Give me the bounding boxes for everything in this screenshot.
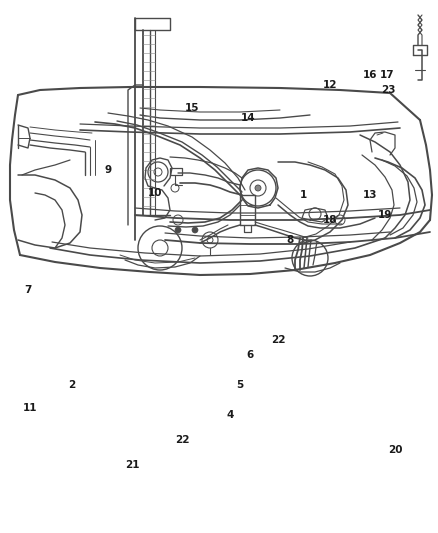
Text: 22: 22	[175, 435, 189, 445]
Text: 4: 4	[226, 410, 234, 420]
Text: 19: 19	[378, 210, 392, 220]
Text: 20: 20	[388, 445, 402, 455]
Text: 10: 10	[148, 188, 162, 198]
Text: 7: 7	[25, 285, 32, 295]
Text: 8: 8	[286, 235, 293, 245]
Circle shape	[255, 185, 261, 191]
Text: 22: 22	[271, 335, 285, 345]
Circle shape	[192, 227, 198, 233]
Text: 6: 6	[246, 350, 254, 360]
Text: 18: 18	[323, 215, 337, 225]
Text: 14: 14	[241, 113, 255, 123]
Text: 9: 9	[104, 165, 112, 175]
Text: 15: 15	[185, 103, 199, 113]
Text: 16: 16	[363, 70, 377, 80]
Text: 11: 11	[23, 403, 37, 413]
Text: 13: 13	[363, 190, 377, 200]
Text: 5: 5	[237, 380, 244, 390]
Text: 1: 1	[300, 190, 307, 200]
Circle shape	[175, 227, 181, 233]
Text: 12: 12	[323, 80, 337, 90]
Text: 17: 17	[380, 70, 394, 80]
Text: 23: 23	[381, 85, 395, 95]
Text: 2: 2	[68, 380, 76, 390]
Text: 21: 21	[125, 460, 139, 470]
